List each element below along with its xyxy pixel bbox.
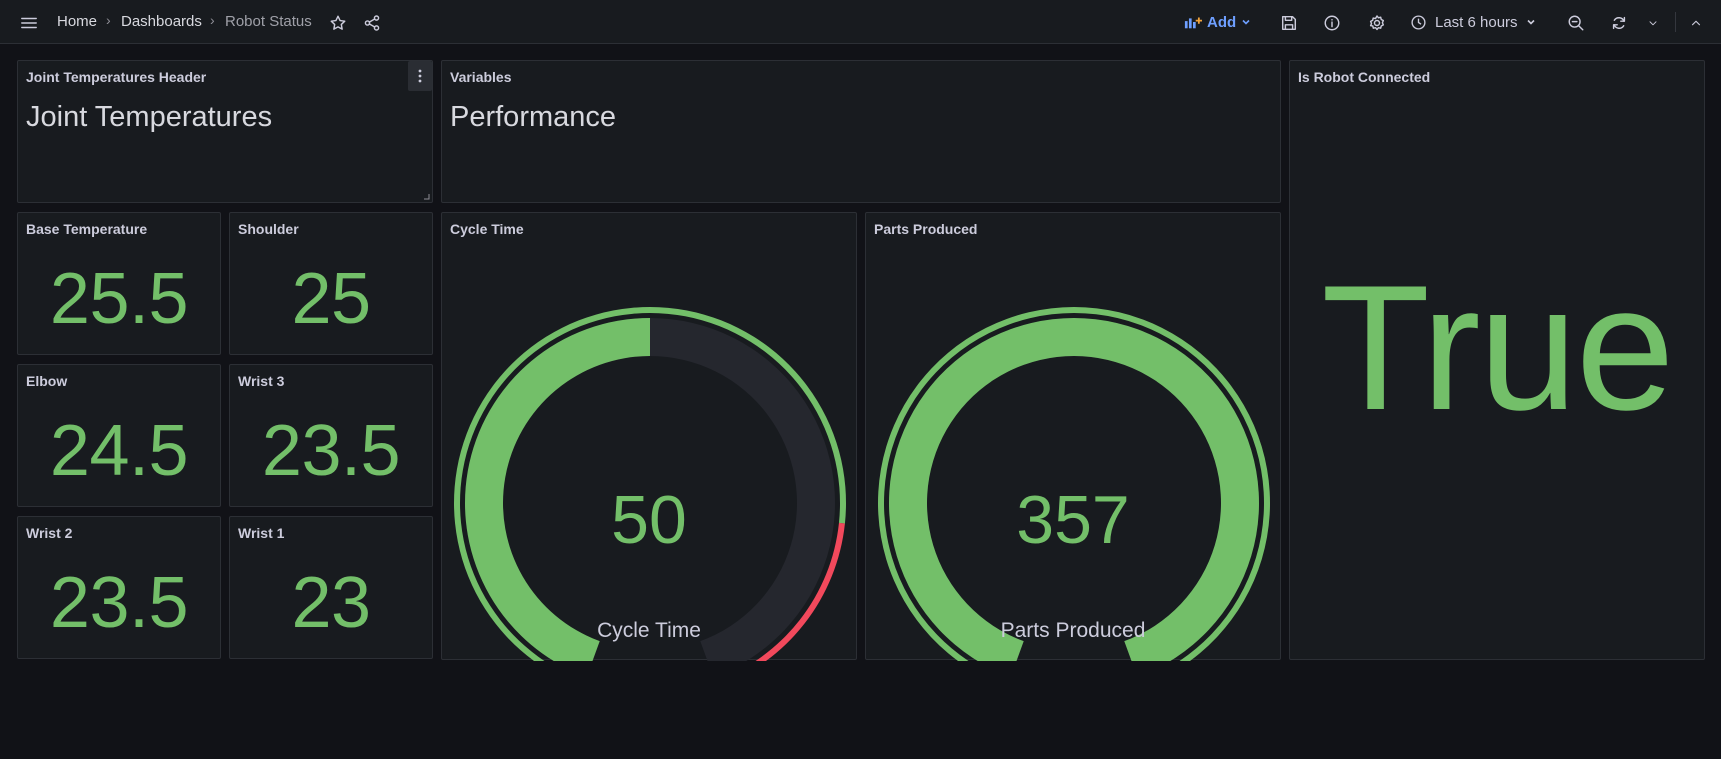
zoom-out-icon[interactable]	[1561, 8, 1591, 38]
panel-is-robot-connected[interactable]: Is Robot Connected True	[1289, 60, 1705, 660]
panel-variables[interactable]: Variables Performance	[441, 60, 1281, 203]
breadcrumb-separator: ›	[106, 12, 111, 28]
panel-wrist-3[interactable]: Wrist 3 23.5	[229, 364, 433, 507]
stat-value: 25	[291, 259, 371, 339]
panel-parts-produced[interactable]: Parts Produced 357 Parts Produced	[865, 212, 1281, 661]
share-icon[interactable]	[357, 8, 387, 38]
gauge-value: 357	[1016, 482, 1130, 558]
panel-cycle-time[interactable]: Cycle Time 50 Cycle Time	[441, 212, 857, 661]
stat-value: 23.5	[261, 411, 401, 491]
add-button[interactable]: Add	[1184, 8, 1256, 36]
add-button-label: Add	[1207, 13, 1237, 31]
panel-wrist-2[interactable]: Wrist 2 23.5	[17, 516, 221, 659]
gauge	[454, 307, 846, 661]
gauge-value-fill	[465, 318, 650, 661]
chevron-down-icon	[1242, 19, 1250, 25]
panel-title: Wrist 2	[26, 525, 73, 541]
panel-title: Parts Produced	[874, 221, 978, 237]
breadcrumb-dashboards[interactable]: Dashboards	[121, 13, 202, 30]
chevron-down-icon	[1526, 19, 1535, 25]
menu-icon[interactable]	[14, 8, 44, 38]
panel-title: Base Temperature	[26, 221, 148, 237]
panel-menu-button[interactable]	[408, 61, 432, 91]
refresh-icon[interactable]	[1604, 8, 1634, 38]
panel-base-temperature[interactable]: Base Temperature 25.5	[17, 212, 221, 355]
save-icon[interactable]	[1274, 8, 1304, 38]
divider	[1675, 12, 1676, 32]
stat-value: 24.5	[49, 411, 189, 491]
clock-icon	[1411, 14, 1426, 30]
panel-shoulder[interactable]: Shoulder 25	[229, 212, 433, 355]
add-panel-icon	[1184, 17, 1202, 29]
panel-title: Is Robot Connected	[1298, 69, 1431, 85]
gauge-value: 50	[611, 482, 687, 558]
breadcrumb-home[interactable]: Home	[57, 13, 98, 30]
more-vertical-icon	[418, 69, 422, 83]
panel-title: Variables	[450, 69, 512, 85]
stat-value: 23.5	[49, 563, 189, 643]
top-navbar: Home › Dashboards › Robot Status Add Las…	[0, 0, 1721, 44]
gauge-label: Parts Produced	[1000, 619, 1146, 642]
refresh-interval-chevron-icon[interactable]	[1638, 8, 1668, 38]
resize-handle-icon[interactable]	[422, 192, 430, 200]
panel-title: Wrist 1	[238, 525, 285, 541]
time-range-label: Last 6 hours	[1435, 13, 1518, 31]
panel-title: Joint Temperatures Header	[26, 69, 207, 85]
panel-title: Elbow	[26, 373, 68, 389]
stat-value: True	[1321, 248, 1674, 447]
panel-title: Cycle Time	[450, 221, 524, 237]
breadcrumb-separator: ›	[210, 12, 215, 28]
panel-title: Shoulder	[238, 221, 299, 237]
time-range-picker[interactable]: Last 6 hours	[1410, 8, 1560, 36]
star-icon[interactable]	[323, 8, 353, 38]
panel-joint-temperatures-header[interactable]: Joint Temperatures Header Joint Temperat…	[17, 60, 433, 203]
gear-icon[interactable]	[1362, 8, 1392, 38]
collapse-chevron-up-icon[interactable]	[1681, 8, 1711, 38]
stat-value: 25.5	[49, 259, 189, 339]
panel-elbow[interactable]: Elbow 24.5	[17, 364, 221, 507]
panel-title: Wrist 3	[238, 373, 285, 389]
gauge-label: Cycle Time	[597, 619, 701, 642]
text-panel-content: Performance	[450, 101, 617, 133]
stat-value: 23	[291, 563, 371, 643]
gauge	[878, 307, 1270, 661]
info-icon[interactable]	[1317, 8, 1347, 38]
text-panel-content: Joint Temperatures	[26, 101, 273, 133]
panel-wrist-1[interactable]: Wrist 1 23	[229, 516, 433, 659]
breadcrumb-current: Robot Status	[225, 13, 312, 30]
